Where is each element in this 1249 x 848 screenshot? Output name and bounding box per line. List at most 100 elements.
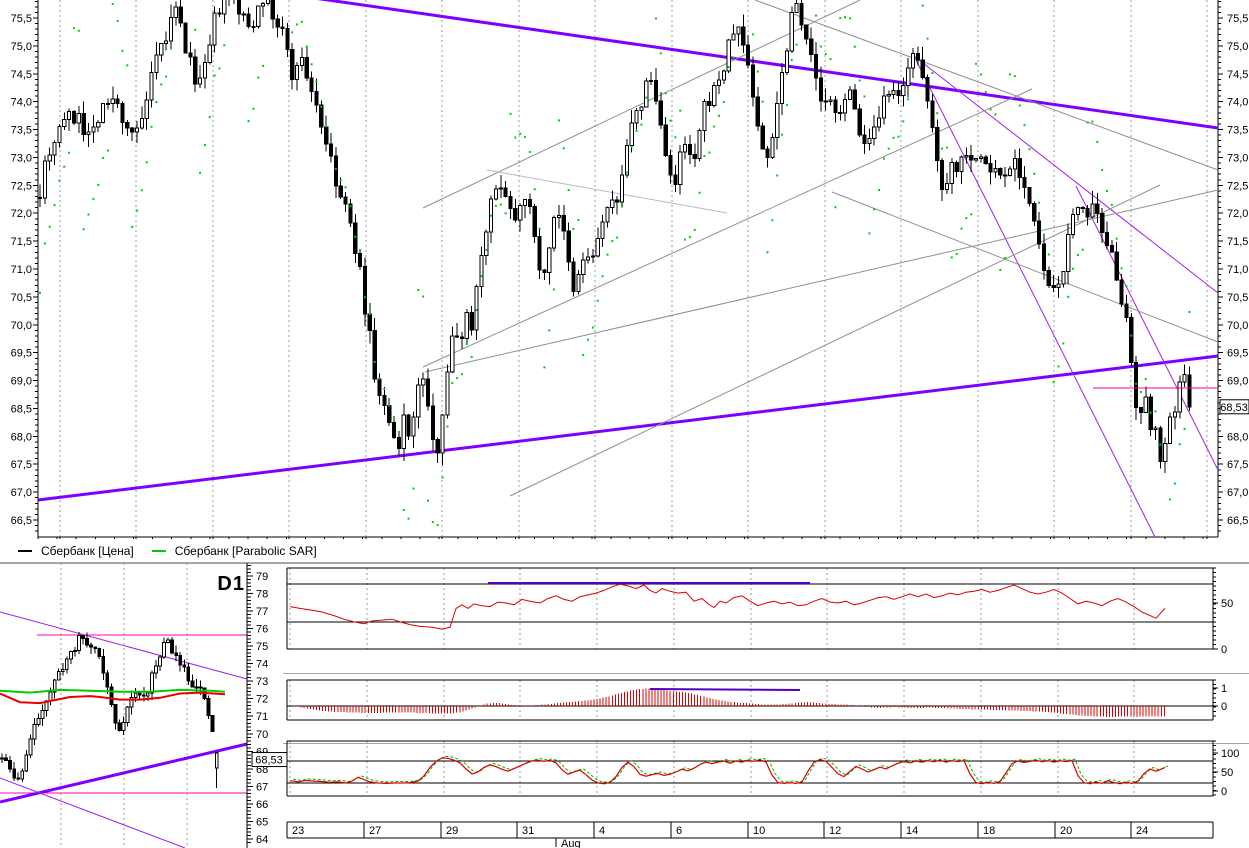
- svg-text:77: 77: [256, 606, 268, 618]
- svg-text:71,0: 71,0: [1227, 264, 1248, 276]
- rsi-line: [289, 583, 1166, 630]
- timeframe-label: D1: [217, 573, 245, 595]
- macd-histogram: [291, 688, 1165, 717]
- svg-text:79: 79: [256, 571, 268, 583]
- svg-text:73: 73: [256, 676, 268, 688]
- gray-ascending-1: [422, 88, 1033, 368]
- gray-ascending-short: [422, 0, 861, 209]
- main-parabolic-sar-dots: [39, 3, 1191, 527]
- svg-text:100: 100: [1221, 748, 1239, 760]
- svg-text:0: 0: [1221, 701, 1227, 713]
- date-label: 29: [446, 825, 458, 837]
- legend-item-price: Сбербанк [Цена]: [18, 544, 134, 558]
- svg-text:67,0: 67,0: [1227, 487, 1248, 499]
- svg-text:73,5: 73,5: [1227, 125, 1248, 137]
- svg-text:69,0: 69,0: [1227, 376, 1248, 388]
- rsi-axis-labels: 50 0: [1213, 598, 1233, 656]
- gray-descending-2: [831, 191, 1219, 343]
- section-dividers: [0, 563, 1249, 744]
- gray-ascending-2: [424, 189, 1219, 373]
- mini-price-axis-labels: 79787776757473727170696867666564: [256, 571, 268, 846]
- svg-text:74,5: 74,5: [1227, 69, 1248, 81]
- svg-text:72,0: 72,0: [11, 208, 32, 220]
- svg-text:73,0: 73,0: [11, 152, 32, 164]
- svg-text:75,5: 75,5: [1227, 13, 1248, 25]
- date-label: 12: [829, 825, 841, 837]
- svg-text:1: 1: [1221, 683, 1227, 695]
- svg-text:68,5: 68,5: [11, 403, 32, 415]
- svg-text:70: 70: [256, 729, 268, 741]
- svg-text:67,5: 67,5: [1227, 459, 1248, 471]
- date-label: 14: [906, 825, 918, 837]
- mini-thin-descending-lower: [0, 777, 186, 848]
- svg-text:74,0: 74,0: [1227, 97, 1248, 109]
- mini-thin-descending-upper: [0, 611, 248, 680]
- price-series-label: Сбербанк [Цена]: [41, 543, 134, 558]
- main-price-axis-left: 75,5 75,0 74,5 74,0 73,5 73,0 72,5 72,0 71,5 71,0…: [11, 13, 32, 527]
- month-label: Aug: [561, 838, 581, 848]
- svg-text:66,5: 66,5: [11, 515, 32, 527]
- svg-text:0: 0: [1221, 644, 1227, 656]
- svg-text:70,5: 70,5: [11, 292, 32, 304]
- mini-last-price-tag: 68,53: [251, 752, 288, 768]
- date-label: 4: [599, 825, 605, 837]
- main-trend-lines: [37, 0, 1219, 538]
- svg-text:74,5: 74,5: [11, 69, 32, 81]
- main-candles: [37, 0, 1192, 473]
- svg-text:69,0: 69,0: [11, 376, 32, 388]
- stoch-axis-labels: 100 50 0: [1213, 748, 1239, 798]
- mini-price-axis: [246, 563, 253, 848]
- resistance-thick-descending: [317, 0, 1219, 130]
- thin-purple-shallow: [913, 55, 1219, 294]
- date-label: 10: [753, 825, 765, 837]
- svg-text:72,5: 72,5: [11, 180, 32, 192]
- sar-series-swatch-icon: [151, 549, 166, 552]
- gray-ascending-3: [509, 184, 1161, 497]
- svg-text:71,5: 71,5: [11, 236, 32, 248]
- svg-text:70,0: 70,0: [11, 320, 32, 332]
- svg-text:68,53: 68,53: [255, 755, 283, 767]
- svg-text:70,5: 70,5: [1227, 292, 1248, 304]
- svg-text:66,5: 66,5: [1227, 515, 1248, 527]
- svg-text:72: 72: [256, 694, 268, 706]
- stoch-red-line: [289, 757, 1166, 785]
- svg-text:68,0: 68,0: [11, 431, 32, 443]
- main-gridlines: [59, 0, 1208, 537]
- svg-text:68,53: 68,53: [1220, 402, 1248, 414]
- svg-text:75,0: 75,0: [11, 41, 32, 53]
- svg-text:72,0: 72,0: [1227, 208, 1248, 220]
- svg-text:71,5: 71,5: [1227, 236, 1248, 248]
- indicator-panels[interactable]: 79787776757473727170696867666564D168,535…: [0, 563, 1249, 848]
- date-label: 18: [983, 825, 995, 837]
- mini-thick-ascending: [0, 742, 248, 804]
- mini-ma-green: [0, 688, 226, 694]
- price-series-swatch-icon: [18, 549, 32, 552]
- svg-text:71,0: 71,0: [11, 264, 32, 276]
- mini-timeframe: D1: [217, 573, 245, 595]
- rsi-panel: [286, 567, 1216, 650]
- support-thick-ascending: [37, 354, 1219, 502]
- svg-text:76: 76: [256, 624, 268, 636]
- svg-text:67,5: 67,5: [11, 459, 32, 471]
- date-label: 27: [369, 825, 381, 837]
- svg-text:74,0: 74,0: [11, 97, 32, 109]
- mini-gridlines: [60, 563, 188, 848]
- svg-text:75: 75: [256, 641, 268, 653]
- svg-text:74: 74: [256, 659, 268, 671]
- svg-text:73,0: 73,0: [1227, 152, 1248, 164]
- macd-purple-level: [649, 688, 801, 691]
- date-label: 6: [676, 825, 682, 837]
- thin-purple-steep-2: [1075, 185, 1219, 471]
- main-last-price-tag: 68,53: [1219, 399, 1249, 415]
- svg-text:75,0: 75,0: [1227, 41, 1248, 53]
- svg-text:66: 66: [256, 799, 268, 811]
- svg-text:73,5: 73,5: [11, 125, 32, 137]
- gray-descending-1: [754, 0, 1219, 171]
- mini-trend-lines: [0, 611, 248, 848]
- svg-text:75,5: 75,5: [11, 13, 32, 25]
- thin-purple-steep-1: [913, 55, 1156, 538]
- main-price-chart[interactable]: 75,5 75,0 74,5 74,0 73,5 73,0 72,5 72,0 71,5 71,0…: [0, 0, 1249, 539]
- svg-text:69,5: 69,5: [1227, 348, 1248, 360]
- main-price-axis-right: 75,5 75,0 74,5 74,0 73,5 73,0 72,5 72,0 71,5 71,0…: [1227, 13, 1248, 527]
